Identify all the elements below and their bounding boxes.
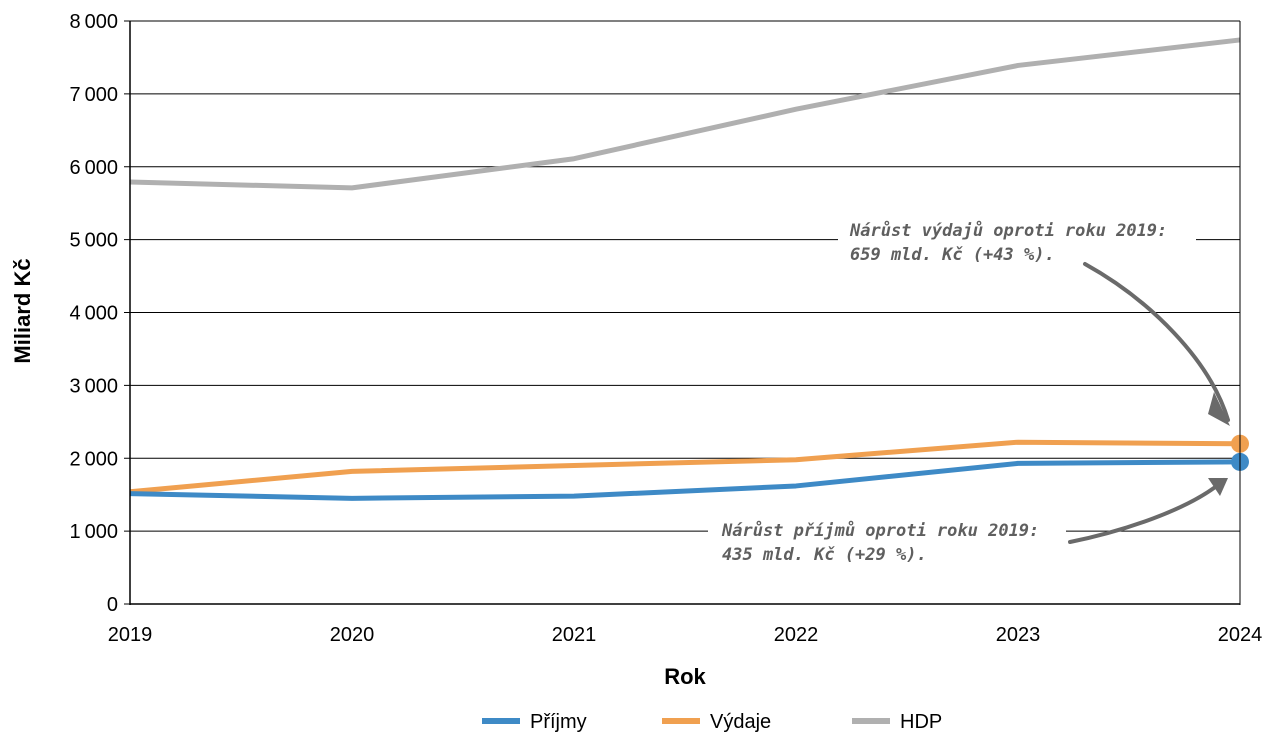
y-tick-label: 3 000 [70, 375, 119, 397]
y-axis-title: Miliard Kč [10, 258, 35, 363]
annotation-background [838, 214, 1196, 264]
y-tick-label: 4 000 [70, 303, 119, 325]
y-tick-label: 1 000 [70, 521, 119, 543]
series-lines [129, 37, 1249, 501]
x-tick-label: 2020 [330, 624, 375, 646]
legend-label-příjmy: Příjmy [530, 711, 587, 733]
x-tick-label: 2022 [774, 624, 819, 646]
annotation-text: 435 mld. Kč (+29 %). [722, 545, 927, 565]
y-tick-label: 7 000 [70, 84, 119, 106]
x-tick-label: 2021 [552, 624, 597, 646]
series-line-příjmy [129, 459, 1241, 501]
legend-label-výdaje: Výdaje [710, 711, 771, 733]
x-tick-label: 2019 [108, 624, 153, 646]
annotation-text: Nárůst příjmů oproti roku 2019: [721, 519, 1039, 541]
axes [124, 20, 1241, 605]
x-axis-title: Rok [664, 664, 706, 689]
y-tick-label: 0 [107, 594, 118, 616]
y-tick-label: 6 000 [70, 157, 119, 179]
annotations: Nárůst výdajů oproti roku 2019: 659 mld. … [708, 214, 1230, 565]
annotation-background [708, 514, 1066, 564]
x-tick-label: 2024 [1218, 624, 1263, 646]
tick-labels: 0 1 000 2 000 3 000 4 000 5 000 6 000 7 000 8 00… [70, 11, 1263, 646]
annotation-text: Nárůst výdajů oproti roku 2019: [849, 219, 1167, 241]
legend-label-hdp: HDP [900, 711, 942, 733]
y-tick-label: 8 000 [70, 11, 119, 33]
annotation-arrow [1068, 478, 1226, 544]
series-line-výdaje [129, 439, 1241, 495]
series-line-hdp [129, 37, 1241, 191]
y-tick-label: 2 000 [70, 448, 119, 470]
legend: Příjmy Výdaje HDP [482, 711, 942, 733]
annotation-text: 659 mld. Kč (+43 %). [850, 245, 1055, 265]
annotation-arrowhead [1208, 478, 1228, 496]
annotation-arrow [1083, 262, 1230, 422]
grid-lines [130, 20, 1240, 532]
annotation-arrowhead [1208, 392, 1230, 426]
x-tick-label: 2023 [996, 624, 1041, 646]
y-tick-label: 5 000 [70, 230, 119, 252]
